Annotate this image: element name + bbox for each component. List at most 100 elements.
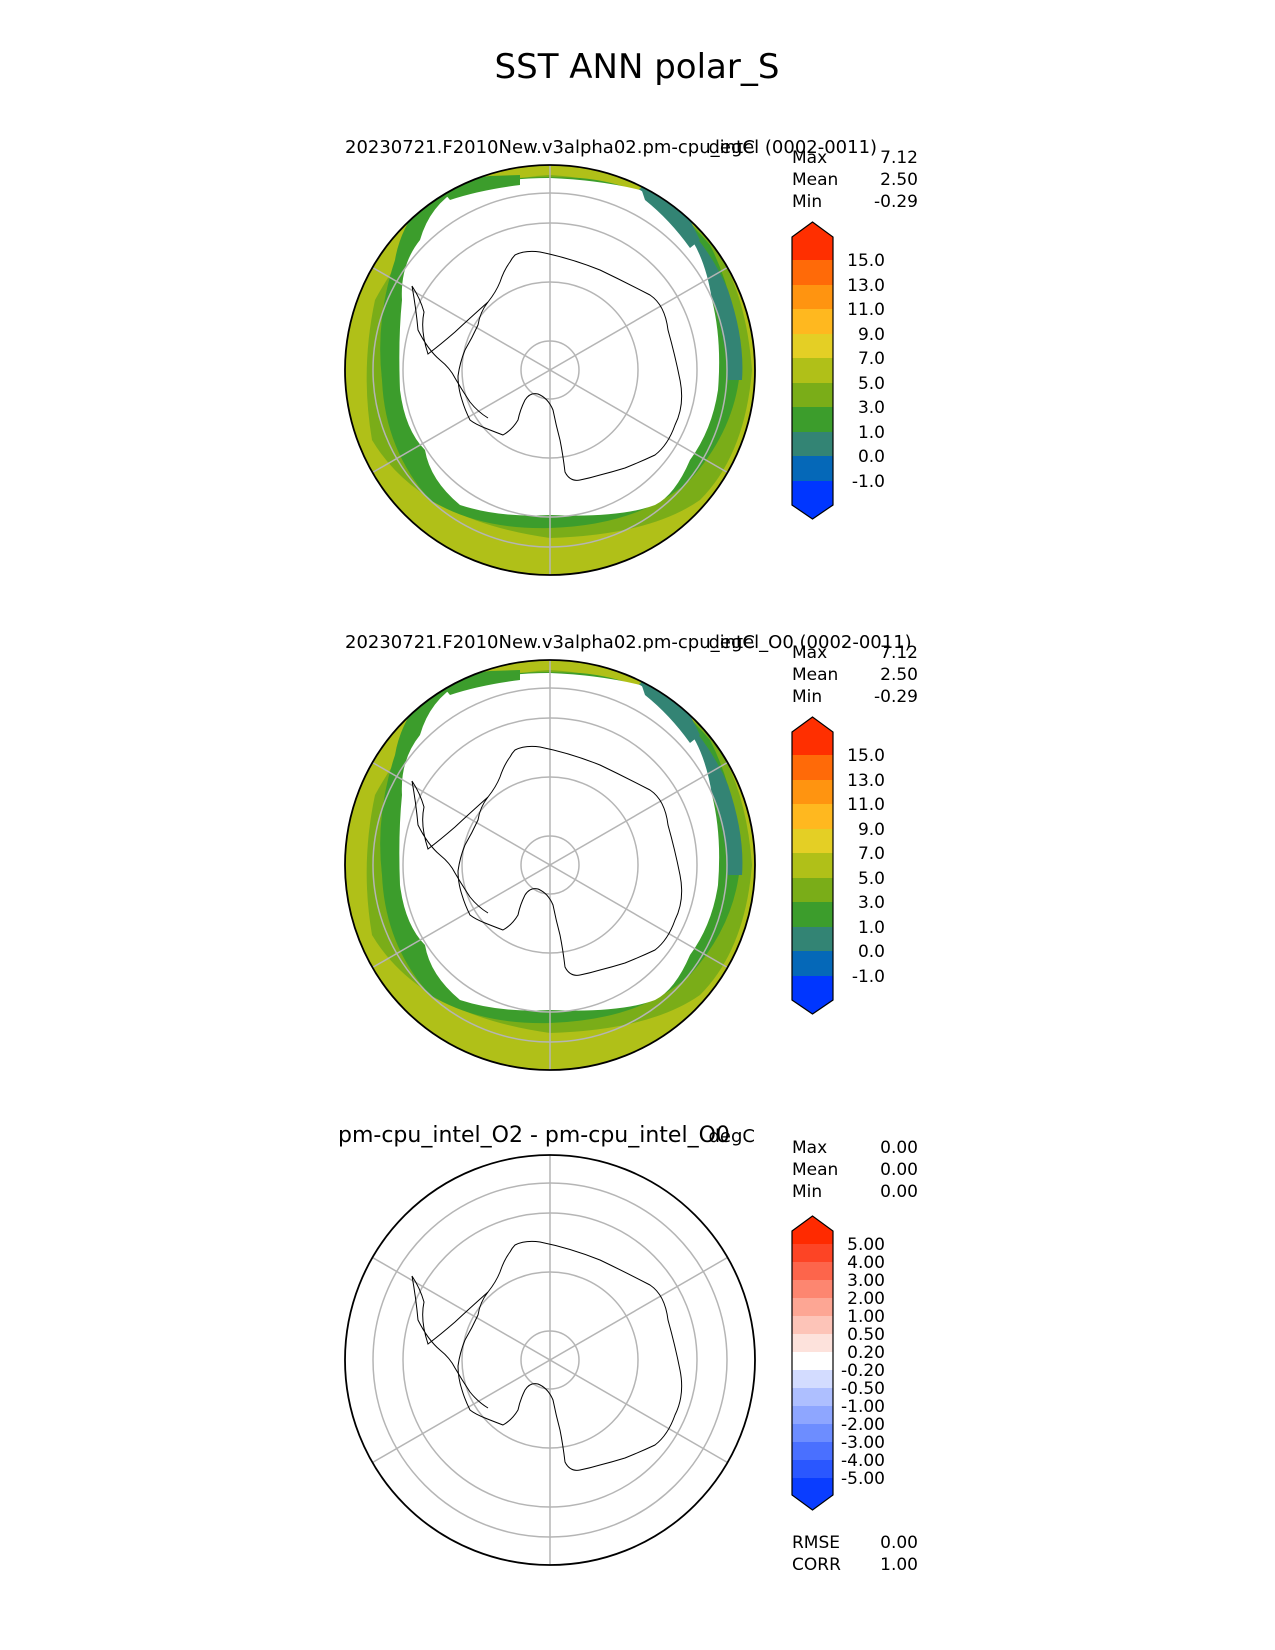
colorbar-tick-label: 9.0 [858, 820, 885, 840]
colorbar-tick-label: 0.20 [847, 1343, 885, 1363]
panel-3: pm-cpu_intel_O2 - pm-cpu_intel_O0 degC M… [338, 1123, 918, 1575]
panel-2-units: degC [709, 632, 756, 653]
colorbar-tick-label: 5.0 [858, 869, 885, 889]
ocean-band-cold [635, 188, 743, 380]
colorbar-segments [792, 222, 833, 519]
sea-ice-region [399, 178, 720, 516]
stat-label: Mean [792, 170, 838, 190]
panel-1-gridlines [372, 165, 728, 575]
panel-1-antarctic-peninsula [411, 285, 489, 419]
colorbar-tick-label: 13.0 [847, 276, 885, 296]
colorbar-outline [791, 221, 834, 520]
colorbar-tick-label: 1.00 [847, 1307, 885, 1327]
panel-3-stats: Max 0.00 Mean 0.00 Min 0.00 [792, 1138, 918, 1202]
panel-1-antarctica-coastline [457, 250, 683, 481]
colorbar-tick-label: 7.0 [858, 844, 885, 864]
stat-value: 7.12 [880, 148, 918, 168]
panel-3-antarctic-peninsula [411, 1275, 489, 1409]
ocean-edge-2 [640, 680, 700, 743]
colorbar-tick-label: -5.00 [841, 1469, 885, 1489]
stat-value: 2.50 [880, 665, 918, 685]
colorbar-tick-label: 3.0 [858, 893, 885, 913]
ocean-band-cold [635, 683, 743, 875]
panel-2-antarctica-coastline [457, 745, 683, 976]
stat-value: 7.12 [880, 643, 918, 663]
stat-label: Max [792, 148, 827, 168]
stat-value: 2.50 [880, 170, 918, 190]
colorbar-tick-label: -4.00 [841, 1451, 885, 1471]
colorbar-tick-label: 7.0 [858, 349, 885, 369]
figure-title: SST ANN polar_S [495, 47, 780, 87]
panel-3-map-frame [344, 1154, 756, 1566]
panel-1-stats: Max 7.12 Mean 2.50 Min -0.29 [792, 148, 918, 212]
stat-value: 0.00 [880, 1138, 918, 1158]
panel-2-colorbar: 15.0 13.0 11.0 9.0 7.0 5.0 3.0 1.0 0.0 -… [791, 716, 885, 1015]
panel-3-antarctica-coastline [457, 1240, 683, 1471]
panel-1-title: 20230721.F2010New.v3alpha02.pm-cpu_intel… [345, 137, 877, 158]
stat-value: 0.00 [880, 1182, 918, 1202]
colorbar-tick-label: 0.0 [858, 447, 885, 467]
stat-label: Mean [792, 665, 838, 685]
colorbar-tick-label: 3.0 [858, 398, 885, 418]
colorbar-outline [791, 1215, 834, 1511]
colorbar-tick-label: 1.0 [858, 423, 885, 443]
colorbar-ticks: 15.0 13.0 11.0 9.0 7.0 5.0 3.0 1.0 0.0 -… [847, 251, 885, 492]
panel-3-units: degC [709, 1126, 756, 1147]
colorbar-tick-label: 3.00 [847, 1271, 885, 1291]
colorbar-tick-label: -1.00 [841, 1397, 885, 1417]
colorbar-tick-label: 11.0 [847, 795, 885, 815]
colorbar-tick-label: 0.50 [847, 1325, 885, 1345]
panel-2-gridlines [372, 660, 728, 1070]
panel-1-colorbar: 15.0 13.0 11.0 9.0 7.0 5.0 3.0 1.0 0.0 -… [791, 221, 885, 520]
ocean-edge-2 [640, 185, 700, 248]
sea-ice-region [399, 673, 720, 1011]
metric-value: 1.00 [880, 1555, 918, 1575]
stat-label: Mean [792, 1160, 838, 1180]
colorbar-tick-label: 0.0 [858, 942, 885, 962]
colorbar-tick-label: 5.00 [847, 1235, 885, 1255]
panel-2-stats: Max 7.12 Mean 2.50 Min -0.29 [792, 643, 918, 707]
colorbar-tick-label: -1.0 [852, 967, 885, 987]
metric-label: CORR [792, 1555, 841, 1575]
stat-value: 0.00 [880, 1160, 918, 1180]
panel-3-gridlines [372, 1155, 728, 1565]
colorbar-tick-label: 11.0 [847, 300, 885, 320]
colorbar-segments [792, 1216, 833, 1510]
panel-1-map-frame [344, 164, 756, 576]
metric-value: 0.00 [880, 1533, 918, 1553]
panel-2-map-frame [344, 659, 756, 1071]
panel-2: 20230721.F2010New.v3alpha02.pm-cpu_intel… [344, 632, 918, 1071]
colorbar-tick-label: -2.00 [841, 1415, 885, 1435]
stat-label: Min [792, 1182, 822, 1202]
colorbar-tick-label: 15.0 [847, 251, 885, 271]
colorbar-ticks: 5.00 4.00 3.00 2.00 1.00 0.50 0.20 -0.20… [841, 1235, 885, 1489]
colorbar-ticks: 15.0 13.0 11.0 9.0 7.0 5.0 3.0 1.0 0.0 -… [847, 746, 885, 987]
panel-2-antarctic-peninsula [411, 780, 489, 914]
stat-label: Min [792, 192, 822, 212]
colorbar-tick-label: -3.00 [841, 1433, 885, 1453]
colorbar-segments [792, 717, 833, 1014]
colorbar-outline [791, 716, 834, 1015]
panel-3-metrics: RMSE 0.00 CORR 1.00 [792, 1533, 918, 1575]
panel-3-colorbar: 5.00 4.00 3.00 2.00 1.00 0.50 0.20 -0.20… [791, 1215, 885, 1511]
panel-1: 20230721.F2010New.v3alpha02.pm-cpu_intel… [344, 137, 918, 576]
stat-value: -0.29 [874, 192, 918, 212]
panel-3-title: pm-cpu_intel_O2 - pm-cpu_intel_O0 [338, 1123, 730, 1148]
colorbar-tick-label: 2.00 [847, 1289, 885, 1309]
panel-2-title: 20230721.F2010New.v3alpha02.pm-cpu_intel… [345, 632, 912, 653]
colorbar-tick-label: 1.0 [858, 918, 885, 938]
panel-1-units: degC [709, 137, 756, 158]
colorbar-tick-label: 13.0 [847, 771, 885, 791]
colorbar-tick-label: 4.00 [847, 1253, 885, 1273]
stat-label: Max [792, 643, 827, 663]
stat-value: -0.29 [874, 687, 918, 707]
panel-2-map [344, 659, 756, 1071]
panel-1-map [344, 164, 756, 576]
colorbar-tick-label: -0.20 [841, 1361, 885, 1381]
colorbar-tick-label: -0.50 [841, 1379, 885, 1399]
panel-3-map [344, 1154, 756, 1566]
stat-label: Max [792, 1138, 827, 1158]
colorbar-tick-label: 9.0 [858, 325, 885, 345]
colorbar-tick-label: 15.0 [847, 746, 885, 766]
